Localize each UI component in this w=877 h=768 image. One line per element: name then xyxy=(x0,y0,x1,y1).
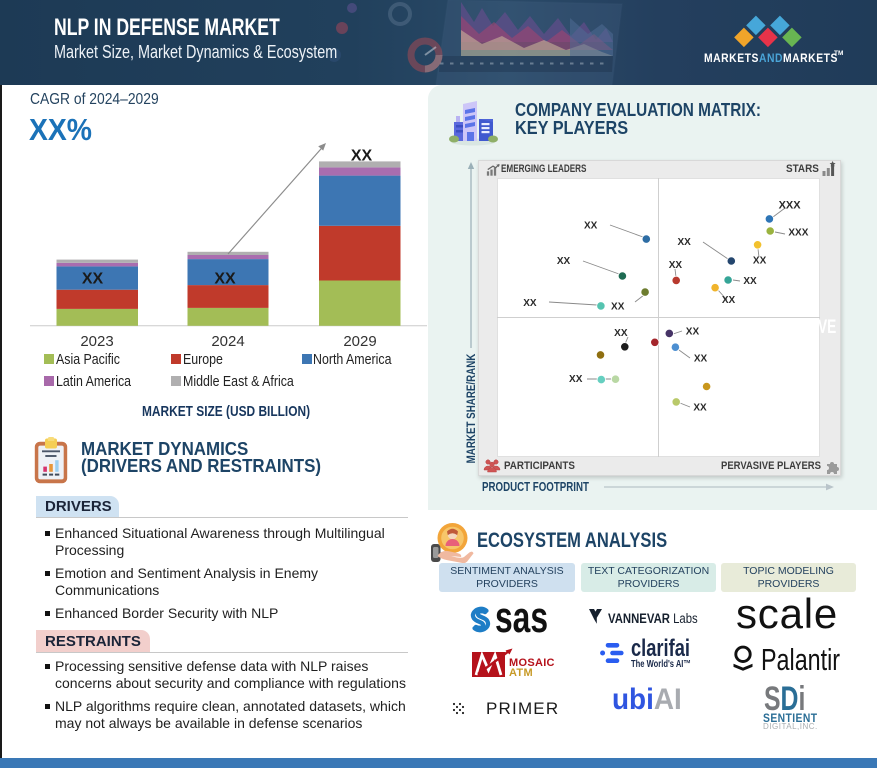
svg-text:XX: XX xyxy=(82,271,104,288)
svg-text:XX: XX xyxy=(677,237,691,248)
svg-text:XX: XX xyxy=(722,295,736,306)
svg-text:XX: XX xyxy=(743,276,757,287)
svg-text:XX: XX xyxy=(584,221,598,232)
svg-text:XX: XX xyxy=(693,403,707,414)
svg-text:XX: XX xyxy=(569,374,583,385)
svg-text:XX: XX xyxy=(214,271,236,288)
svg-text:XX: XX xyxy=(694,354,708,365)
svg-text:XX: XX xyxy=(753,256,767,267)
svg-text:TM: TM xyxy=(834,50,843,57)
svg-text:XX: XX xyxy=(557,256,571,267)
svg-text:XXX: XXX xyxy=(779,200,802,212)
svg-text:XX: XX xyxy=(523,298,537,309)
svg-text:XXX: XXX xyxy=(788,227,808,238)
svg-text:XX: XX xyxy=(351,148,373,165)
svg-text:XX: XX xyxy=(669,260,683,271)
svg-text:XX: XX xyxy=(686,327,700,338)
svg-text:MARKETSANDMARKETS: MARKETSANDMARKETS xyxy=(704,53,838,66)
svg-text:XX: XX xyxy=(611,302,625,313)
svg-text:XX: XX xyxy=(614,328,628,339)
